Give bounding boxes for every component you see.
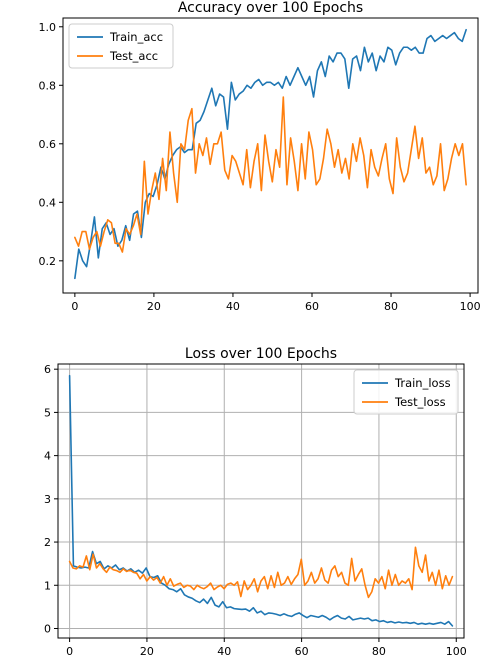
accuracy-chart: 0 20 40 60 80 100 0.2 0.4 0.6 0.8 1.0 Accuracy over… (39, 0, 481, 313)
loss-series-test-loss-line (68, 546, 454, 599)
accuracy-xtick-label-5: 100 (460, 300, 481, 313)
loss-chart: 0 20 40 60 80 100 0 1 2 3 4 5 6 Loss over 100 Epochs T… (44, 346, 467, 658)
accuracy-xtick-label-1: 20 (147, 300, 161, 313)
loss-xtick-label-5: 100 (446, 645, 467, 658)
loss-ytick-label-0: 0 (44, 622, 51, 635)
loss-chart-title: Loss over 100 Epochs (185, 346, 337, 362)
loss-xtick-label-3: 60 (295, 645, 309, 658)
accuracy-xtick-label-0: 0 (71, 300, 78, 313)
accuracy-legend: Train_acc Test_acc (68, 23, 174, 69)
loss-xtick-label-4: 80 (372, 645, 386, 658)
accuracy-ytick-label-4: 1.0 (39, 21, 57, 34)
accuracy-series-test-acc-line (74, 96, 467, 253)
loss-xtick-label-1: 20 (140, 645, 154, 658)
loss-legend-box (353, 369, 459, 415)
loss-ytick-label-4: 4 (44, 450, 51, 463)
accuracy-legend-label-test-acc: Test_acc (109, 49, 158, 63)
accuracy-ytick-label-1: 0.4 (39, 196, 57, 209)
loss-ytick-label-5: 5 (44, 406, 51, 419)
accuracy-xtick-label-2: 40 (226, 300, 240, 313)
loss-ytick-label-2: 2 (44, 536, 51, 549)
accuracy-xtick-label-4: 80 (384, 300, 398, 313)
loss-ytick-label-3: 3 (44, 493, 51, 506)
accuracy-axes-frame (62, 17, 479, 294)
loss-ytick-label-1: 1 (44, 579, 51, 592)
accuracy-chart-title: Accuracy over 100 Epochs (178, 0, 363, 16)
loss-ytick-label-6: 6 (44, 363, 51, 376)
loss-xtick-label-2: 40 (217, 645, 231, 658)
accuracy-legend-box (68, 23, 174, 69)
loss-legend-label-train-loss: Train_loss (394, 376, 451, 390)
accuracy-ytick-label-2: 0.6 (39, 138, 57, 151)
loss-xtick-label-0: 0 (66, 645, 73, 658)
loss-axes-frame (57, 363, 465, 639)
accuracy-legend-label-train-acc: Train_acc (109, 30, 163, 44)
loss-legend: Train_loss Test_loss (353, 369, 459, 415)
loss-series-train-loss-line (68, 374, 454, 627)
accuracy-xtick-label-3: 60 (305, 300, 319, 313)
accuracy-ytick-label-3: 0.8 (39, 79, 57, 92)
loss-legend-label-test-loss: Test_loss (394, 395, 446, 409)
accuracy-ytick-label-0: 0.2 (39, 255, 57, 268)
